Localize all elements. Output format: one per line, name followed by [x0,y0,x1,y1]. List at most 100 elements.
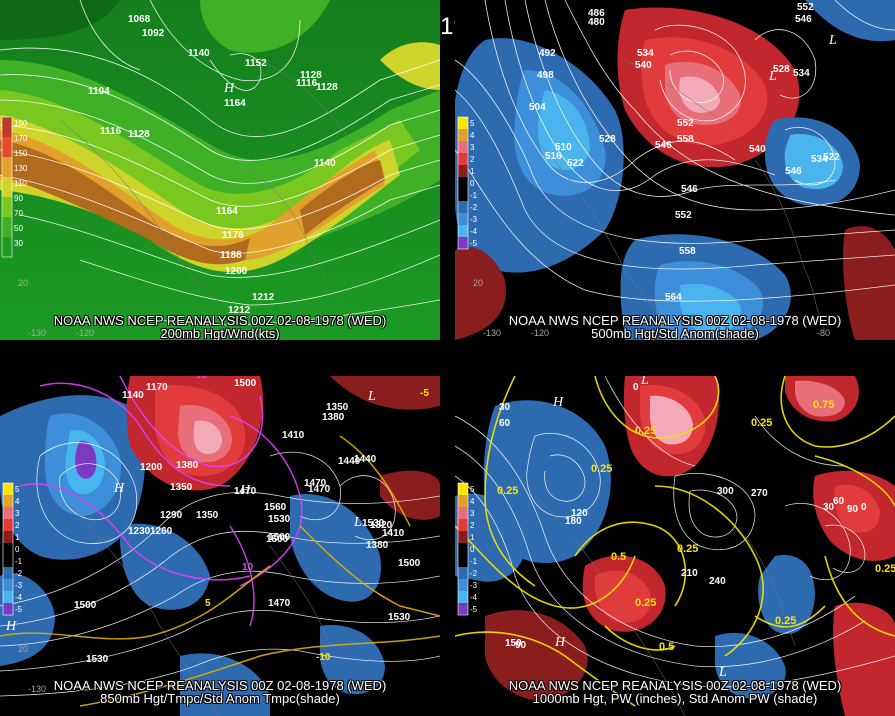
contour-label: 1500 [74,600,97,611]
cb-label: -5 [15,605,23,614]
low-pressure-marker: L [640,376,649,388]
contour-label: 1350 [196,510,219,521]
cb-label: -2 [470,203,478,212]
high-pressure-marker: H [239,483,251,498]
cb-label: -5 [470,605,478,614]
pw-label: 0.25 [635,597,656,609]
lon-tick: -120 [531,328,549,338]
cb-label: 5 [15,485,20,494]
colorbar-anomaly: 5 4 3 2 1 0 -1 -2 -3 -4 -5 [457,482,478,616]
contour-label: 522 [567,158,584,169]
lon-tick: -130 [28,328,46,338]
contour-label: 546 [681,184,698,195]
contour-label: 1410 [282,430,305,441]
temp-label: -10 [316,652,331,663]
caption-field: 200mb Hgt/Wnd(kts) [160,326,280,340]
cb-label: -5 [470,239,478,248]
pw-label: 0.75 [813,399,834,411]
temp-label: 5 [205,598,211,609]
contour-label: 1350 [326,402,349,413]
contour-label: 504 [529,102,546,113]
panel-1000mb: 5 4 3 2 1 0 -1 -2 -3 -4 -5 0 30 60 90 12… [455,376,895,716]
contour-label: 30 [823,502,835,513]
contour-label: 1380 [322,412,345,423]
cb-label: 2 [470,155,475,164]
contour-label: 1140 [188,48,210,59]
contour-label: 240 [709,576,726,587]
contour-label: 1500 [268,532,291,543]
contour-label: 1470 [268,598,291,609]
contour-label: 1116 [296,78,318,89]
pw-label: 0.5 [611,551,626,563]
cb-label: -3 [470,581,478,590]
contour-label: 1128 [128,129,150,140]
colorbar-wind: 190 170 150 130 110 90 70 50 30 [1,116,28,258]
contour-label: 540 [635,60,652,71]
contour-label: 1290 [160,510,183,521]
contour-label: 1128 [316,82,338,93]
caption-source: NOAA NWS NCEP REANALYSIS 00Z 02-08-1978 … [53,313,387,328]
cb-label: -1 [470,557,478,566]
contour-label: 1230 [128,526,151,537]
contour-label: 498 [537,70,554,81]
contour-label: 564 [665,292,682,303]
high-pressure-marker: H [5,619,17,634]
contour-label: 522 [823,152,840,163]
contour-label: 60 [499,418,511,429]
caption-850mb: NOAA NWS NCEP REANALYSIS 00Z 02-08-1978 … [0,679,440,705]
cb-label: 4 [15,497,20,506]
contour-label: 1260 [150,526,173,537]
cb-label: 2 [15,521,20,530]
contour-label: 1560 [264,502,287,513]
contour-label: 300 [717,486,734,497]
cb-label: -1 [470,191,478,200]
pw-label: 0.25 [875,563,895,575]
caption-source: NOAA NWS NCEP REANALYSIS 00Z 02-08-1978 … [508,678,842,693]
pw-label: 0.25 [751,417,772,429]
contour-label: 150 [505,638,522,649]
cb-label: 0 [470,545,475,554]
colorbar-anomaly: 5 4 3 2 1 0 -1 -2 -3 -4 -5 [457,116,478,250]
contour-label: 486 [588,8,605,19]
high-pressure-marker: H [223,81,235,96]
cb-label: 70 [14,209,23,218]
pw-label: 0.25 [635,425,656,437]
contour-label: 1320 [370,520,393,531]
temp-label: 15 [196,376,208,381]
cb-label: -2 [470,569,478,578]
contour-label: 552 [797,2,814,13]
contour-label: 480 [588,17,605,28]
contour-label: 1140 [314,158,336,169]
contour-label: 210 [681,568,698,579]
contour-label: 1104 [88,86,110,97]
cb-label: -4 [470,593,478,602]
temp-label: 10 [242,562,254,573]
caption-500mb: NOAA NWS NCEP REANALYSIS 00Z 02-08-1978 … [455,314,895,340]
contour-label: 1440 [338,456,361,467]
cb-label: -1 [15,557,23,566]
contour-label: 1530 [362,518,385,529]
contour-label: 90 [847,504,859,515]
map-1000mb: 5 4 3 2 1 0 -1 -2 -3 -4 -5 0 30 60 90 12… [455,376,895,716]
caption-1000mb: NOAA NWS NCEP REANALYSIS 00Z 02-08-1978 … [455,679,895,705]
cb-label: 4 [470,131,475,140]
lat-tick: 20 [18,278,28,288]
high-pressure-marker: H [554,635,566,650]
cb-label: -4 [470,227,478,236]
contour-label: 528 [599,134,616,145]
contour-label: 270 [751,488,768,499]
cb-label: 3 [470,509,475,518]
cb-label: 5 [470,485,475,494]
contour-label: 1470 [234,486,257,497]
contour-label: 1470 [308,484,331,495]
temp-label: -5 [420,388,429,399]
panel-500mb: 5 4 3 2 1 0 -1 -2 -3 -4 -5 486 480 492 4… [455,0,895,340]
contour-label: 1500 [266,534,289,545]
lon-tick: -80 [817,328,830,338]
cb-label: -2 [15,569,23,578]
pw-label: 0.25 [775,615,796,627]
map-500mb: 5 4 3 2 1 0 -1 -2 -3 -4 -5 486 480 492 4… [455,0,895,340]
contour-label: 1200 [140,462,163,473]
contour-label: 90 [515,640,527,651]
contour-label: 516 [545,151,562,162]
